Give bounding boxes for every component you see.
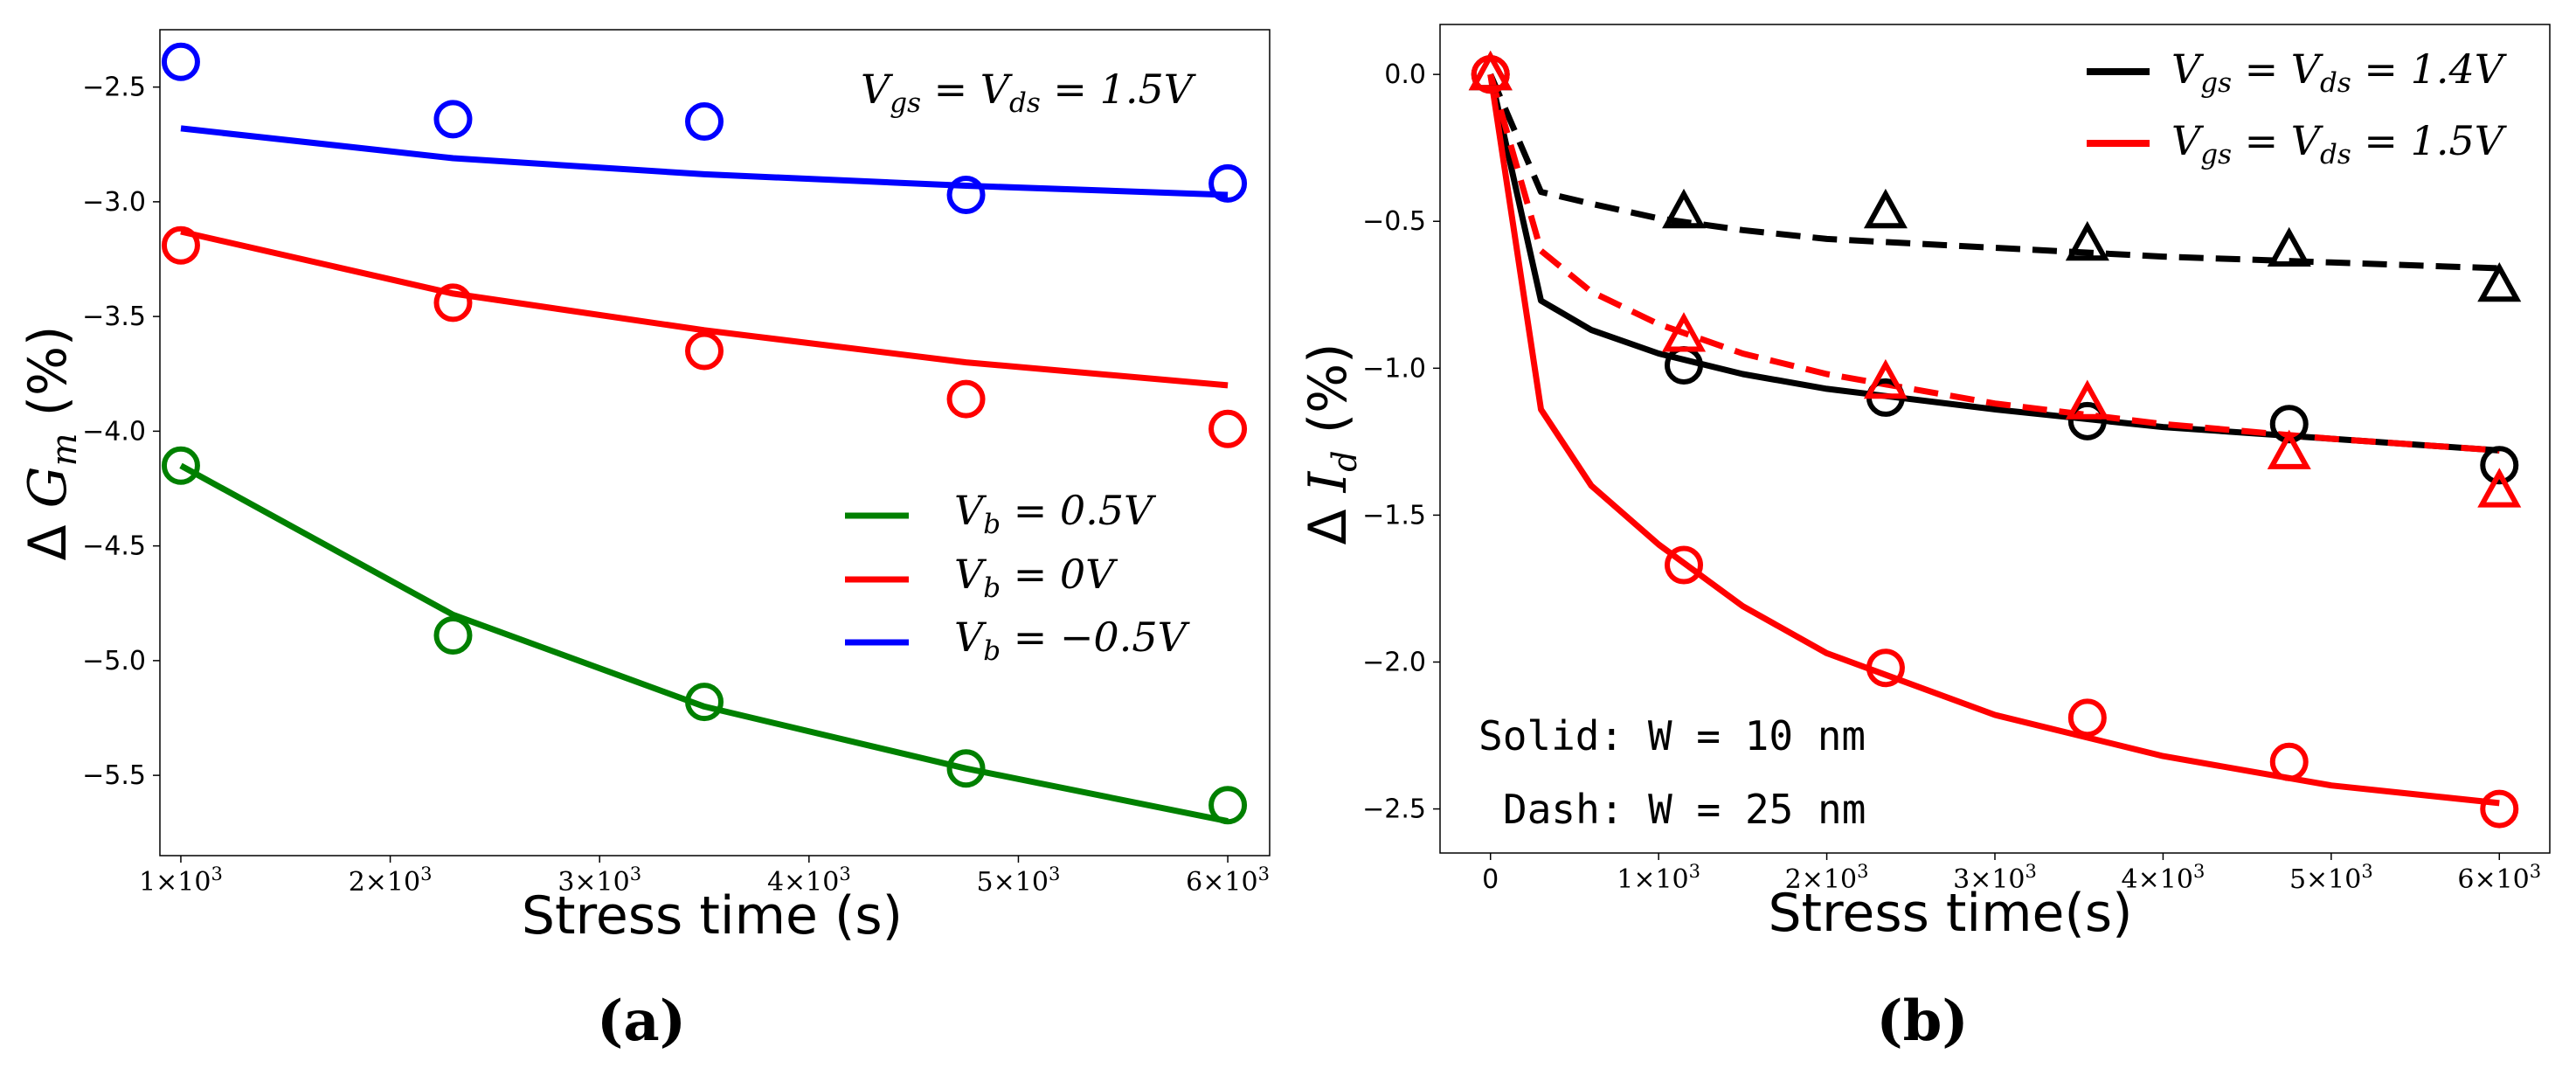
legend-a: Vb = 0.5V Vb = 0V Vb = −0.5V [845,487,1191,667]
y-tick-label: −3.5 [82,302,146,332]
data-point-1.5v-w-25-nm-data- [1468,50,1513,91]
data-point-v-b-0.5v-data- [685,683,724,722]
legend-entry-vb-0.5: Vb = 0.5V [845,487,1157,540]
y-tick-label: −5.5 [82,760,146,791]
y-tick-label: −4.0 [82,416,146,447]
x-tick-label: 4×103 [767,863,851,898]
data-point-v-b-0.5v-data- [161,446,200,485]
data-point-1.4v-w-25-nm-data- [1863,188,1908,229]
data-point-v-b-0.5v-data- [433,616,473,655]
data-point-v-b-0.5v-data- [946,749,986,788]
x-tick-label: 3×103 [1953,861,2037,895]
data-point-1.4v-w-25-nm-data- [1662,188,1707,229]
legend-entry-1.5v: Vgs = Vds = 1.5V [2087,117,2508,170]
data-point-1.5v-w-25-nm-data- [2267,429,2311,469]
data-point-1.5v-w-25-nm-data- [1662,312,1707,352]
note-solid-width: Solid: W = 10 nm [1478,712,1866,759]
data-point-v-b-0.5v-data- [1208,163,1248,203]
y-tick-label: −0.5 [1362,206,1426,237]
data-point-1.5v-w-10-nm-data- [1866,648,1905,688]
series-line-v-b-0v-fit- [180,228,1229,389]
x-tick-label: 1×103 [139,863,223,898]
y-axis-label-a: Δ Gm (%) [17,326,85,561]
series-line-1.5v-w-10-nm-fit- [1487,73,2500,807]
y-tick-label: −4.5 [82,531,146,562]
data-point-v-b-0.5v-data- [161,42,200,81]
data-point-v-b-0v-data- [685,331,724,371]
legend-entry-1.4v: Vgs = Vds = 1.4V [2087,45,2508,99]
y-tick-label: −3.0 [82,187,146,218]
data-point-1.5v-w-10-nm-data- [2480,789,2519,829]
legend-entry-vb-neg-0.5: Vb = −0.5V [845,614,1191,667]
data-point-v-b-0.5v-data- [433,100,473,139]
y-tick-label: −2.5 [1362,794,1426,825]
svg-text:Vb = 0.5V: Vb = 0.5V [954,487,1157,540]
svg-text:Vgs = Vds = 1.4V: Vgs = Vds = 1.4V [2171,45,2508,99]
series-line-1.5v-w-25-nm-fit- [1487,73,2500,454]
legend-b: Vgs = Vds = 1.4V Vgs = Vds = 1.5V [2087,45,2508,170]
data-point-v-b-0.5v-data- [1208,786,1248,825]
svg-text:Vgs = Vds = 1.5V: Vgs = Vds = 1.5V [2171,117,2508,170]
y-axis-label-b: Δ Id (%) [1298,343,1364,544]
data-point-1.5v-w-10-nm-data- [2269,742,2309,781]
svg-text:Vb = 0V: Vb = 0V [954,551,1118,604]
chart-panel-b: 0.0 −0.5 −1.0 −1.5 −2.0 −2.5 0 1×103 2×103 3×103… [1298,24,2551,1054]
chart-panel-a: −2.5 −3.0 −3.5 −4.0 −4.5 −5.0 −5.5 1×103 2×103 3… [17,29,1271,1054]
x-tick-label: 0 [1482,864,1499,895]
x-tick-label: 2×103 [1785,861,1869,895]
x-tick-label: 4×103 [2122,861,2206,895]
series-line-1.4v-w-25-nm-fit- [1487,73,2500,272]
x-tick-label: 6×103 [2457,861,2541,895]
x-tick-label: 5×103 [2289,861,2373,895]
data-point-1.5v-w-25-nm-data- [2477,468,2522,508]
data-point-1.4v-w-25-nm-data- [2477,261,2522,302]
series-line-v-b-0.5v-fit- [180,125,1229,198]
data-point-1.5v-w-10-nm-data- [2067,698,2107,738]
x-tick-label: 6×103 [1186,863,1270,898]
annotation-condition-a: Vgs = Vds = 1.5V [861,66,1197,119]
y-tick-label: −1.5 [1362,500,1426,531]
data-point-1.4v-w-10-nm-data- [2269,405,2309,444]
x-tick-label: 3×103 [557,863,641,898]
panel-label-a: (a) [597,988,686,1054]
data-point-v-b-0v-data- [946,379,986,419]
svg-text:Vb = −0.5V: Vb = −0.5V [954,614,1191,667]
legend-entry-vb-0: Vb = 0V [845,551,1118,604]
data-point-v-b-0v-data- [1208,409,1248,448]
y-tick-label: 0.0 [1384,59,1426,90]
data-point-v-b-0.5v-data- [946,176,986,214]
data-point-v-b-0.5v-data- [685,102,724,141]
x-tick-label: 5×103 [977,863,1061,898]
y-tick-label: −5.0 [82,646,146,676]
data-point-1.4v-w-10-nm-data- [2067,401,2107,440]
x-tick-label: 1×103 [1617,861,1700,895]
note-dash-width: Dash: W = 25 nm [1503,786,1866,833]
series-line-v-b-0.5v-fit- [179,462,1229,825]
x-tick-label: 2×103 [349,863,433,898]
y-tick-label: −2.5 [82,73,146,103]
data-point-1.5v-w-10-nm-data- [1665,545,1704,585]
panel-label-b: (b) [1876,988,1968,1054]
plot-frame-a [159,29,1271,857]
data-point-v-b-0v-data- [161,225,200,265]
data-point-1.4v-w-10-nm-data- [2480,446,2519,485]
data-point-1.5v-w-25-nm-data- [2065,379,2109,420]
data-point-1.4v-w-25-nm-data- [2065,220,2109,261]
y-tick-label: −2.0 [1362,647,1426,677]
data-point-1.4v-w-25-nm-data- [2267,226,2311,267]
x-axis-label-a: Stress time (s) [522,885,903,947]
data-point-v-b-0v-data- [433,283,473,322]
x-axis-label-b: Stress time(s) [1768,883,2132,944]
y-tick-label: −1.0 [1362,353,1426,384]
data-point-1.5v-w-25-nm-data- [1863,358,1908,399]
